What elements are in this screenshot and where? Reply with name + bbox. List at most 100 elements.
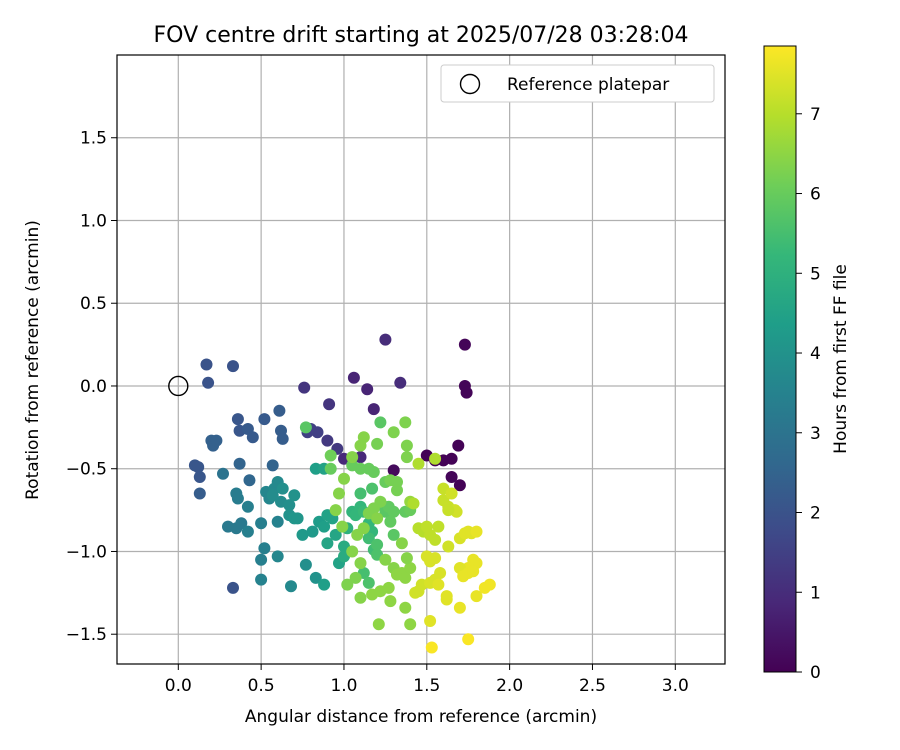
data-point <box>351 528 364 541</box>
colorbar-tick-label: 2 <box>810 504 821 524</box>
data-point <box>346 451 359 464</box>
data-point <box>362 462 375 475</box>
data-point <box>299 558 312 571</box>
y-tick-label: −1.5 <box>66 625 107 645</box>
data-point <box>387 426 400 439</box>
x-axis-label: Angular distance from reference (arcmin) <box>245 707 597 727</box>
x-tick-label: 0.0 <box>165 676 192 696</box>
y-axis-label: Rotation from reference (arcmin) <box>23 220 43 500</box>
data-point <box>366 482 379 495</box>
data-point <box>266 459 279 472</box>
chart-title: FOV centre drift starting at 2025/07/28 … <box>154 23 689 48</box>
plot-frame <box>116 54 726 665</box>
data-point <box>227 360 239 373</box>
data-point <box>374 416 387 429</box>
data-point <box>336 520 349 533</box>
colorbar <box>763 45 797 673</box>
data-point <box>255 573 268 586</box>
y-axis-ticks: −1.5 −1.0 −0.5 0.0 0.5 1.0 1.5 <box>66 129 117 645</box>
data-point <box>329 504 342 517</box>
data-point <box>371 538 384 551</box>
data-point <box>394 376 407 389</box>
data-point <box>395 537 408 550</box>
y-tick-label: −0.5 <box>66 460 107 480</box>
data-point <box>384 595 397 608</box>
data-point <box>387 464 400 477</box>
colorbar-label: Hours from first FF file <box>831 264 851 454</box>
y-tick-label: 0.0 <box>80 377 107 397</box>
data-point <box>453 601 466 614</box>
data-point <box>404 618 417 631</box>
data-point <box>246 431 259 444</box>
data-point <box>299 421 312 434</box>
data-point <box>429 452 442 465</box>
data-point <box>412 457 425 470</box>
data-point <box>400 552 413 565</box>
x-tick-label: 2.5 <box>579 676 606 696</box>
data-point <box>324 449 337 462</box>
data-point <box>371 437 384 450</box>
data-point <box>382 581 395 594</box>
colorbar-tick-label: 3 <box>810 424 821 444</box>
data-point <box>391 484 403 497</box>
data-point <box>318 578 331 591</box>
legend-entry-reference-platepar: Reference platepar <box>507 75 669 95</box>
data-point <box>273 404 286 417</box>
data-point <box>324 462 337 475</box>
data-point <box>404 562 417 574</box>
data-point <box>445 471 458 483</box>
data-point <box>231 413 244 426</box>
data-point <box>483 578 496 591</box>
data-point <box>329 528 342 541</box>
data-point <box>354 557 367 570</box>
data-point <box>193 471 206 483</box>
data-point <box>442 504 455 517</box>
y-tick-label: 1.5 <box>80 129 107 149</box>
data-point <box>346 545 359 558</box>
data-point <box>379 553 392 566</box>
data-point <box>445 452 458 465</box>
data-point <box>298 381 311 394</box>
data-point <box>346 459 359 472</box>
data-point <box>321 537 334 550</box>
data-point <box>276 432 289 445</box>
data-point <box>462 633 475 646</box>
data-point <box>231 492 244 505</box>
y-tick-label: 0.5 <box>80 294 107 314</box>
data-point <box>235 517 248 530</box>
data-point <box>193 487 206 500</box>
data-point <box>192 461 205 474</box>
colorbar-tick-label: 4 <box>810 344 821 364</box>
data-point <box>266 489 279 502</box>
data-point <box>367 403 380 416</box>
data-point <box>318 520 331 533</box>
data-point <box>399 571 412 584</box>
data-point <box>271 515 284 528</box>
reference-platepar-marker <box>168 375 189 397</box>
data-point <box>384 515 397 528</box>
x-tick-label: 1.0 <box>330 676 357 696</box>
x-tick-label: 3.0 <box>662 676 689 696</box>
data-point <box>306 525 319 538</box>
reference-marker <box>168 375 189 397</box>
data-point <box>442 540 455 553</box>
colorbar-tick-label: 1 <box>810 583 821 603</box>
data-point <box>357 431 370 444</box>
data-point <box>372 618 385 631</box>
legend-box <box>440 64 715 103</box>
legend: Reference platepar <box>440 64 715 103</box>
data-point <box>354 591 367 604</box>
data-point <box>379 333 392 346</box>
data-point <box>399 416 412 429</box>
data-point <box>361 383 374 396</box>
data-point <box>255 517 268 530</box>
data-point <box>362 532 375 545</box>
data-point <box>217 467 229 480</box>
data-point <box>349 571 362 584</box>
y-tick-label: 1.0 <box>80 211 107 231</box>
data-point <box>362 576 375 589</box>
data-point <box>338 472 350 485</box>
data-point <box>347 371 360 384</box>
data-point <box>452 439 465 452</box>
